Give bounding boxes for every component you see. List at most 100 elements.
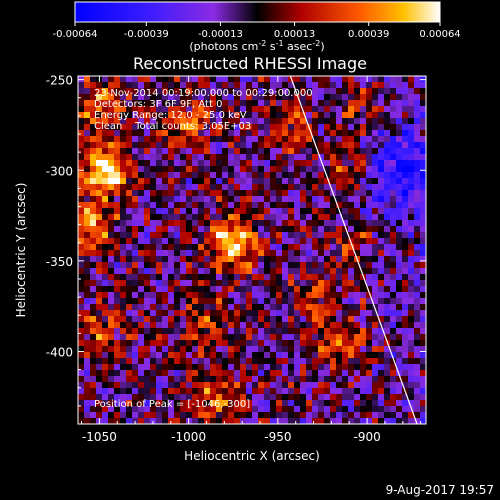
heatmap-cell (90, 382, 97, 389)
heatmap-cell (186, 136, 193, 143)
heatmap-cell (342, 298, 349, 305)
heatmap-cell (192, 94, 199, 101)
heatmap-cell (420, 202, 426, 209)
heatmap-cell (360, 172, 367, 179)
heatmap-cell (288, 394, 295, 401)
heatmap-cell (252, 106, 259, 113)
heatmap-cell (186, 394, 193, 401)
heatmap-cell (234, 220, 241, 227)
heatmap-cell (366, 388, 373, 395)
heatmap-cell (216, 94, 223, 101)
heatmap-cell (282, 82, 289, 89)
heatmap-cell (378, 376, 385, 383)
heatmap-cell (252, 208, 259, 215)
heatmap-cell (318, 388, 325, 395)
heatmap-cell (192, 292, 199, 299)
heatmap-cell (180, 292, 187, 299)
heatmap-cell (294, 268, 301, 275)
heatmap-cell (342, 406, 349, 413)
heatmap-cell (90, 370, 97, 377)
heatmap-cell (300, 208, 307, 215)
heatmap-cell (396, 304, 403, 311)
heatmap-cell (222, 106, 229, 113)
heatmap-cell (78, 298, 85, 305)
heatmap-cell (84, 148, 91, 155)
heatmap-cell (282, 394, 289, 401)
heatmap-cell (186, 262, 193, 269)
heatmap-cell (258, 388, 265, 395)
heatmap-cell (222, 82, 229, 89)
heatmap-cell (420, 274, 426, 281)
x-axis-label: Heliocentric X (arcsec) (184, 449, 320, 463)
heatmap-cell (258, 370, 265, 377)
heatmap-cell (168, 76, 175, 83)
heatmap-cell (108, 100, 115, 107)
heatmap-cell (126, 400, 133, 407)
heatmap-cell (324, 136, 331, 143)
heatmap-cell (288, 160, 295, 167)
heatmap-cell (156, 238, 163, 245)
heatmap-cell (114, 106, 121, 113)
heatmap-cell (312, 160, 319, 167)
heatmap-cell (354, 346, 361, 353)
heatmap-cell (276, 274, 283, 281)
heatmap-cell (396, 268, 403, 275)
heatmap-cell (216, 328, 223, 335)
heatmap-cell (264, 190, 271, 197)
heatmap-cell (282, 346, 289, 353)
heatmap-cell (228, 154, 235, 161)
heatmap-cell (210, 412, 217, 419)
heatmap-cell (90, 346, 97, 353)
heatmap-cell (120, 274, 127, 281)
heatmap-cell (354, 178, 361, 185)
heatmap-cell (270, 82, 277, 89)
heatmap-cell (396, 208, 403, 215)
heatmap-cell (312, 358, 319, 365)
heatmap-cell (222, 196, 229, 203)
heatmap-cell (294, 148, 301, 155)
heatmap-cell (378, 136, 385, 143)
heatmap-cell (234, 136, 241, 143)
heatmap-cell (312, 388, 319, 395)
heatmap-cell (222, 262, 229, 269)
heatmap-cell (210, 244, 217, 251)
heatmap-cell (108, 82, 115, 89)
heatmap-cell (294, 292, 301, 299)
heatmap-cell (354, 400, 361, 407)
heatmap-cell (228, 316, 235, 323)
heatmap-cell (174, 142, 181, 149)
heatmap-cell (282, 100, 289, 107)
heatmap-cell (246, 106, 253, 113)
heatmap-cell (288, 106, 295, 113)
heatmap-cell (102, 352, 109, 359)
heatmap-cell (102, 106, 109, 113)
heatmap-cell (96, 370, 103, 377)
heatmap-cell (216, 352, 223, 359)
heatmap-cell (354, 82, 361, 89)
heatmap-cell (414, 340, 421, 347)
heatmap-cell (384, 376, 391, 383)
heatmap-cell (90, 316, 97, 323)
heatmap-cell (378, 148, 385, 155)
heatmap-cell (228, 358, 235, 365)
heatmap-cell (258, 250, 265, 257)
heatmap-cell (228, 262, 235, 269)
heatmap-cell (300, 316, 307, 323)
heatmap-cell (408, 256, 415, 263)
heatmap-cell (366, 190, 373, 197)
heatmap-cell (282, 352, 289, 359)
heatmap-cell (366, 382, 373, 389)
heatmap-cell (90, 406, 97, 413)
heatmap-cell (156, 160, 163, 167)
heatmap-cell (258, 394, 265, 401)
heatmap-cell (366, 298, 373, 305)
heatmap-cell (294, 232, 301, 239)
heatmap-cell (300, 364, 307, 371)
heatmap-cell (300, 226, 307, 233)
heatmap-cell (78, 178, 85, 185)
heatmap-cell (330, 172, 337, 179)
heatmap-cell (126, 322, 133, 329)
heatmap-cell (354, 334, 361, 341)
heatmap-cell (378, 202, 385, 209)
heatmap-cell (138, 292, 145, 299)
